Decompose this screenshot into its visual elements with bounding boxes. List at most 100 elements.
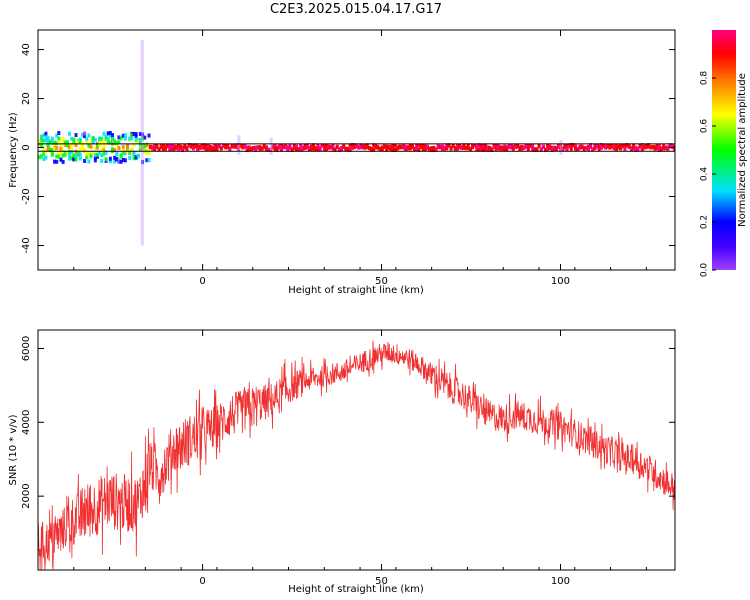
- spectrogram-cell: [638, 144, 642, 149]
- spectrogram-cell: [230, 144, 234, 149]
- spectrogram-cell: [451, 144, 455, 149]
- spectrogram-cell: [241, 145, 245, 150]
- spectrogram-cell: [91, 135, 95, 140]
- spectrogram-cell: [78, 146, 82, 151]
- spectrogram-cell: [593, 143, 597, 148]
- spectrogram-cell: [496, 146, 500, 151]
- spectrogram-cell: [342, 144, 346, 149]
- spectrogram-cell: [59, 143, 63, 148]
- spectrogram-cell: [72, 156, 76, 161]
- spectrogram-cell: [636, 146, 640, 151]
- spectrogram-cell: [100, 148, 104, 153]
- spectrogram-cell: [61, 139, 65, 144]
- spectrogram-cell: [117, 146, 121, 151]
- spectrogram-cell: [449, 145, 453, 150]
- snr-y-axis-label: SNR (10 * v/v): [8, 414, 19, 485]
- spectrogram-cell: [115, 140, 119, 145]
- spectrogram-cell: [466, 143, 470, 148]
- spectrogram-cell: [113, 148, 117, 153]
- spectrogram-cell: [468, 147, 472, 152]
- spectrogram-cell: [42, 152, 46, 157]
- colorbar: 0.0 0.2 0.4 0.6 0.8 Normalized spectral ampl…: [700, 30, 748, 277]
- spectrogram-cell: [503, 147, 507, 152]
- spectrogram-cell: [213, 143, 217, 148]
- spectrogram-cell: [421, 143, 425, 148]
- spectrogram-cell: [483, 143, 487, 148]
- spectrogram-cell: [331, 143, 335, 148]
- spectrogram-cell: [123, 136, 127, 141]
- spectrogram-cell: [148, 144, 152, 149]
- spectrogram-cell: [249, 147, 253, 152]
- spectrogram-cell: [50, 136, 54, 141]
- spectrogram-cell: [520, 144, 524, 149]
- spectrogram-cell: [372, 147, 376, 152]
- spectrogram-cell: [44, 155, 48, 160]
- spectrogram-cell: [136, 154, 140, 159]
- spectrogram-cell: [181, 145, 185, 150]
- spectrogram-cell: [217, 144, 221, 149]
- spectrogram-cell: [68, 145, 72, 150]
- spectrogram-cell: [50, 147, 54, 152]
- spectrogram-cell: [634, 145, 638, 150]
- spectrogram-cell: [597, 147, 601, 152]
- spectrogram-cell: [68, 149, 72, 154]
- spectrogram-cell: [445, 146, 449, 151]
- spectrogram-cell: [83, 134, 87, 139]
- spectrogram-cell: [119, 153, 123, 158]
- spectrogram-cell: [627, 144, 631, 149]
- spectrogram-cell: [42, 147, 46, 152]
- spectrogram-cell: [425, 144, 429, 149]
- spectrogram-cell: [488, 145, 492, 150]
- spectrogram-cell: [522, 145, 526, 150]
- spectrogram-cell: [312, 143, 316, 148]
- spectrogram-cell: [98, 137, 102, 142]
- spectrogram-cell: [606, 144, 610, 149]
- spectrogram-cell: [106, 131, 110, 136]
- spectrogram-cell: [477, 147, 481, 152]
- spectrogram-cell: [61, 148, 65, 153]
- snr-y-tick-label: 6000: [21, 336, 32, 361]
- spectrogram-cell: [178, 144, 182, 149]
- spectrogram-cell: [138, 138, 142, 143]
- spectrogram-cell: [78, 139, 82, 144]
- spectrogram-cell: [83, 148, 87, 153]
- spectrogram-cell: [672, 146, 675, 151]
- spectrogram-cell: [391, 147, 395, 152]
- spectrogram-spike: [269, 137, 273, 155]
- spectrogram-y-tick-label: -40: [21, 237, 32, 253]
- spectrogram-cell: [53, 147, 57, 152]
- spectrogram-cell: [59, 157, 63, 162]
- spectrogram-cell: [471, 145, 475, 150]
- spectrogram-cell: [143, 135, 147, 140]
- spectrogram-cell: [70, 146, 74, 151]
- spectrogram-cell: [378, 146, 382, 151]
- spectrogram-cell: [408, 143, 412, 148]
- spectrogram-cell: [535, 147, 539, 152]
- spectrogram-cell: [299, 147, 303, 152]
- spectrogram-cell: [640, 143, 644, 148]
- spectrogram-cell: [475, 144, 479, 149]
- spectrogram-cell: [290, 147, 294, 152]
- spectrogram-cell: [76, 151, 80, 156]
- spectrogram-cell: [406, 145, 410, 150]
- spectrogram-cell: [194, 144, 198, 149]
- spectrogram-y-tick-label: 0: [21, 144, 32, 150]
- spectrogram-cell: [183, 143, 187, 148]
- spectrogram-cell: [617, 145, 621, 150]
- spectrogram-cell: [623, 146, 627, 151]
- spectrogram-cell: [95, 143, 99, 148]
- spectrogram-cell: [46, 142, 50, 147]
- spectrogram-cell: [541, 144, 545, 149]
- spectrogram-cell: [462, 145, 466, 150]
- spectrogram-cell: [221, 143, 225, 148]
- spectrogram-cell: [161, 143, 165, 148]
- spectrogram-cell: [132, 131, 136, 136]
- spectrogram-cell: [50, 140, 54, 145]
- spectrogram-cell: [539, 147, 543, 152]
- spectrogram-cell: [87, 151, 91, 156]
- spectrogram-cell: [408, 146, 412, 151]
- spectrogram-cell: [417, 147, 421, 152]
- spectrogram-cell: [74, 149, 78, 154]
- spectrogram-cell: [91, 150, 95, 155]
- spectrogram-cell: [93, 155, 97, 160]
